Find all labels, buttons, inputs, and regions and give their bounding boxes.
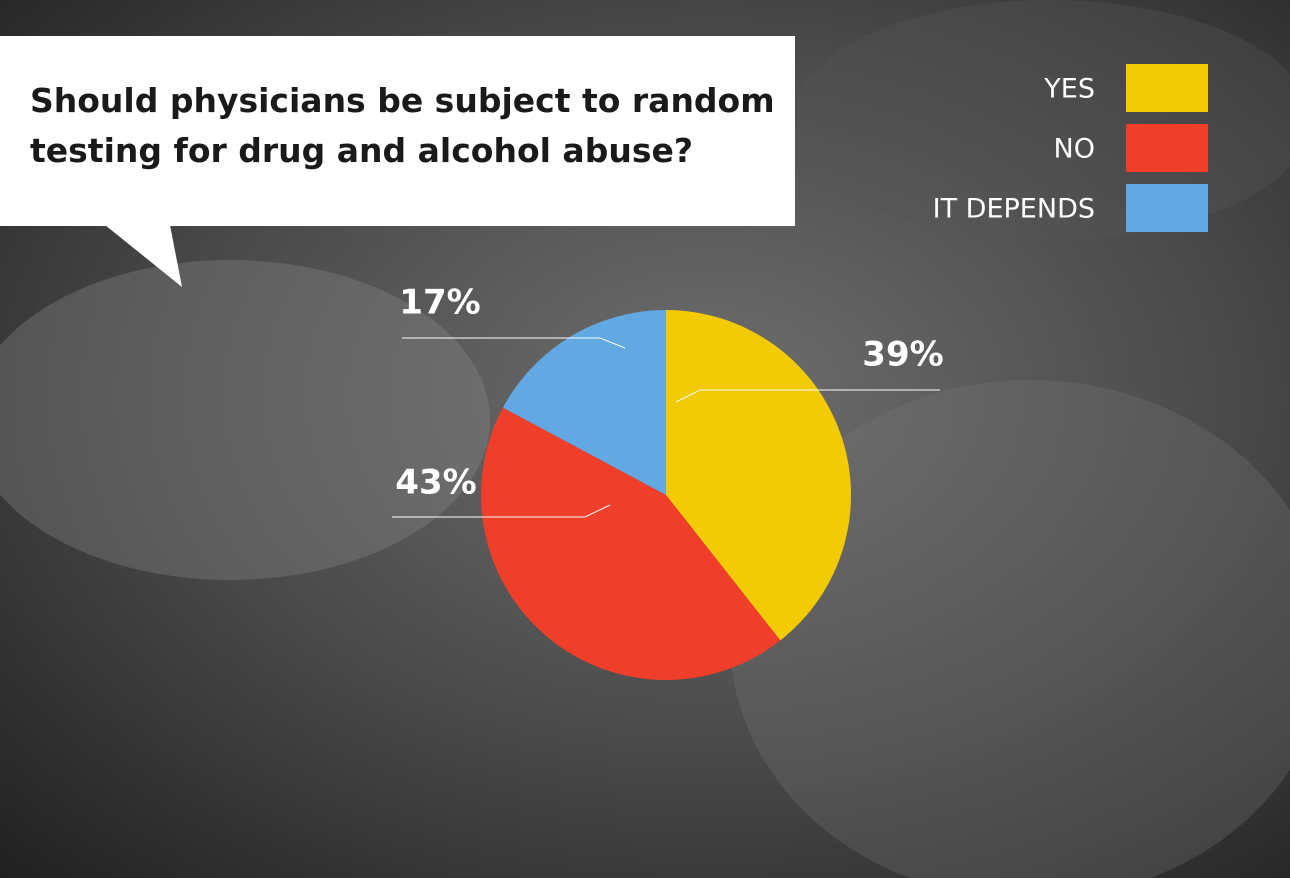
legend-swatch xyxy=(1126,124,1208,172)
pie-slice xyxy=(502,310,666,495)
pie-slice xyxy=(666,310,851,641)
value-label: 39% xyxy=(862,335,943,375)
background-shape xyxy=(0,260,490,580)
legend-label: YES xyxy=(1043,74,1095,105)
data-labels: 39% 43% 17% xyxy=(392,283,944,518)
bubble-tail xyxy=(105,225,182,287)
bubble-box xyxy=(0,36,795,226)
pie-slice xyxy=(480,407,781,681)
leader-line xyxy=(675,389,940,403)
legend-label: IT DEPENDS xyxy=(933,194,1095,225)
chart-title: Should physicians be subject to random te… xyxy=(30,81,775,170)
value-label: 43% xyxy=(395,463,476,503)
legend-swatch xyxy=(1126,184,1208,232)
leader-line xyxy=(402,337,626,349)
background-shape xyxy=(730,380,1290,878)
value-label: 17% xyxy=(399,283,480,323)
legend: YES NO IT DEPENDS xyxy=(933,64,1208,232)
speech-bubble xyxy=(0,36,795,287)
leader-line xyxy=(392,504,611,518)
legend-swatch xyxy=(1126,64,1208,112)
background-shape xyxy=(790,0,1290,240)
pie xyxy=(480,310,851,681)
legend-label: NO xyxy=(1054,134,1095,165)
